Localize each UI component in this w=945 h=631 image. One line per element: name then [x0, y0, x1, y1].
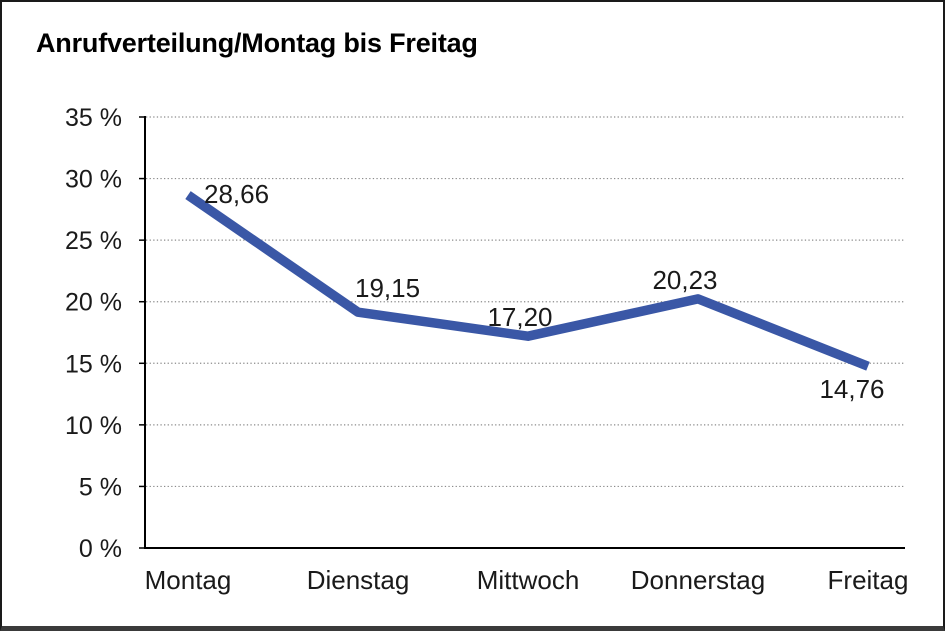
y-axis-tick-label: 15 % [65, 350, 122, 378]
value-label: 28,66 [204, 179, 269, 209]
y-axis-tick-label: 0 % [79, 535, 122, 563]
x-axis-category-label: Freitag [828, 565, 909, 595]
y-axis-tick-label: 20 % [65, 289, 122, 317]
y-axis-tick-label: 10 % [65, 412, 122, 440]
value-label: 19,15 [355, 273, 420, 303]
x-axis-category-label: Donnerstag [631, 565, 765, 595]
y-axis-tick-label: 5 % [79, 473, 122, 501]
value-label: 17,20 [487, 302, 552, 332]
y-axis-tick-label: 30 % [65, 166, 122, 194]
x-axis-category-label: Montag [145, 565, 232, 595]
data-line [185, 191, 870, 371]
value-label: 20,23 [652, 265, 717, 295]
chart-title: Anrufverteilung/Montag bis Freitag [36, 28, 478, 58]
y-axis-tick-label: 25 % [65, 227, 122, 255]
value-label: 14,76 [819, 374, 884, 404]
x-axis-category-label: Mittwoch [477, 565, 580, 595]
y-axis-tick-label: 35 % [65, 104, 122, 132]
x-axis-category-label: Dienstag [307, 565, 410, 595]
